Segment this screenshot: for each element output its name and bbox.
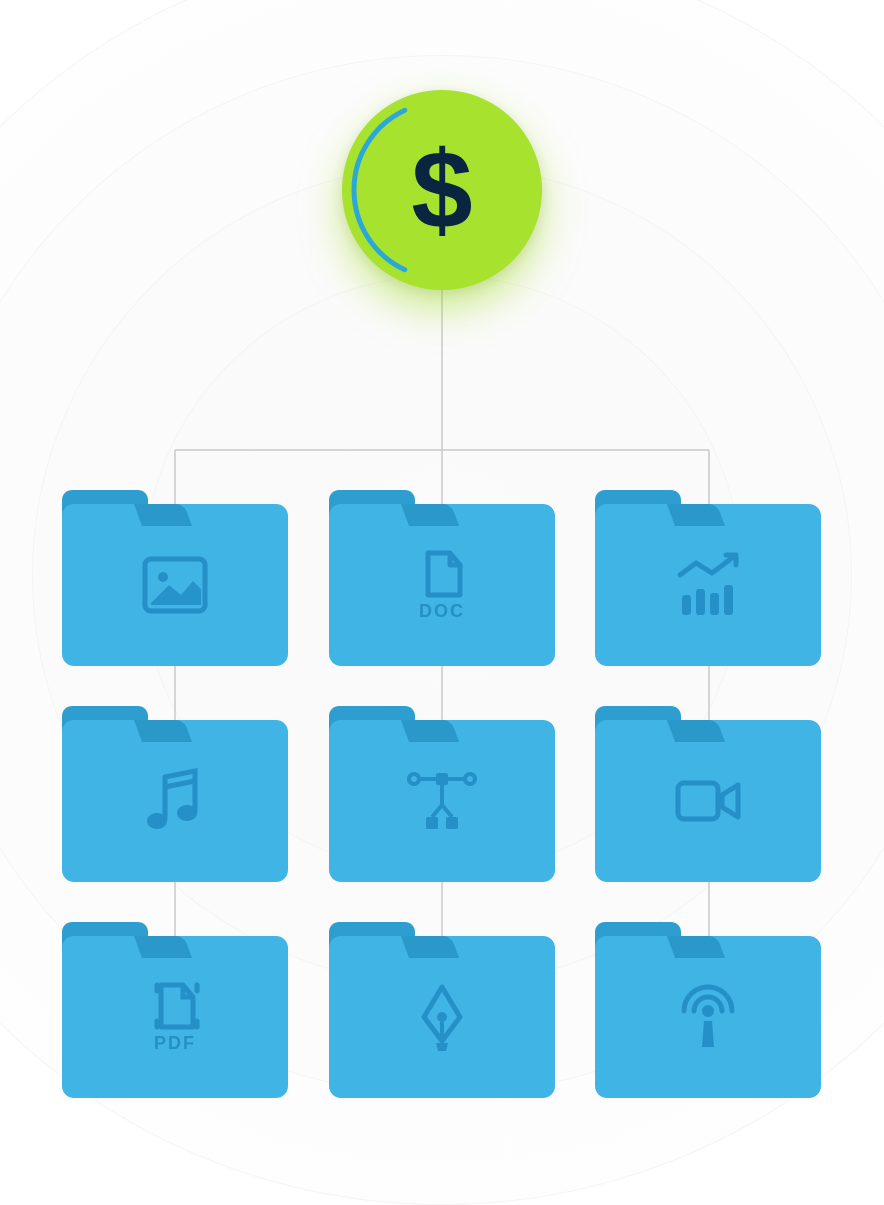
pen-icon: [402, 977, 482, 1057]
folder-body: [62, 504, 288, 666]
folder-front-tab: [401, 936, 459, 958]
folder-body: [595, 720, 821, 882]
folder-body: [595, 936, 821, 1098]
folder-video: [595, 706, 821, 882]
svg-text:PDF: PDF: [154, 1033, 196, 1053]
folder-music: [62, 706, 288, 882]
folder-grid: DOC PDF: [62, 490, 822, 1098]
folder-body: [62, 720, 288, 882]
folder-image: [62, 490, 288, 666]
folder-front-tab: [667, 720, 725, 742]
video-icon: [668, 761, 748, 841]
folder-pdf: PDF: [62, 922, 288, 1098]
folder-front-tab: [134, 720, 192, 742]
center-money-node: $: [342, 90, 542, 290]
music-icon: [135, 761, 215, 841]
folder-pen: [329, 922, 555, 1098]
folder-front-tab: [401, 720, 459, 742]
folder-front-tab: [667, 936, 725, 958]
folder-front-tab: [134, 504, 192, 526]
folder-podcast: [595, 922, 821, 1098]
folder-body: [595, 504, 821, 666]
center-arc: [342, 90, 542, 290]
folder-body: [329, 720, 555, 882]
doc-icon: DOC: [402, 545, 482, 625]
folder-front-tab: [401, 504, 459, 526]
folder-body: [329, 936, 555, 1098]
folder-vector: [329, 706, 555, 882]
folder-body: PDF: [62, 936, 288, 1098]
chart-icon: [668, 545, 748, 625]
pdf-icon: PDF: [135, 977, 215, 1057]
vector-icon: [402, 761, 482, 841]
image-icon: [135, 545, 215, 625]
folder-front-tab: [667, 504, 725, 526]
podcast-icon: [668, 977, 748, 1057]
folder-body: DOC: [329, 504, 555, 666]
folder-chart: [595, 490, 821, 666]
folder-front-tab: [134, 936, 192, 958]
folder-doc: DOC: [329, 490, 555, 666]
diagram-root: $ DOC PDF: [0, 0, 884, 1150]
svg-text:DOC: DOC: [419, 601, 465, 621]
